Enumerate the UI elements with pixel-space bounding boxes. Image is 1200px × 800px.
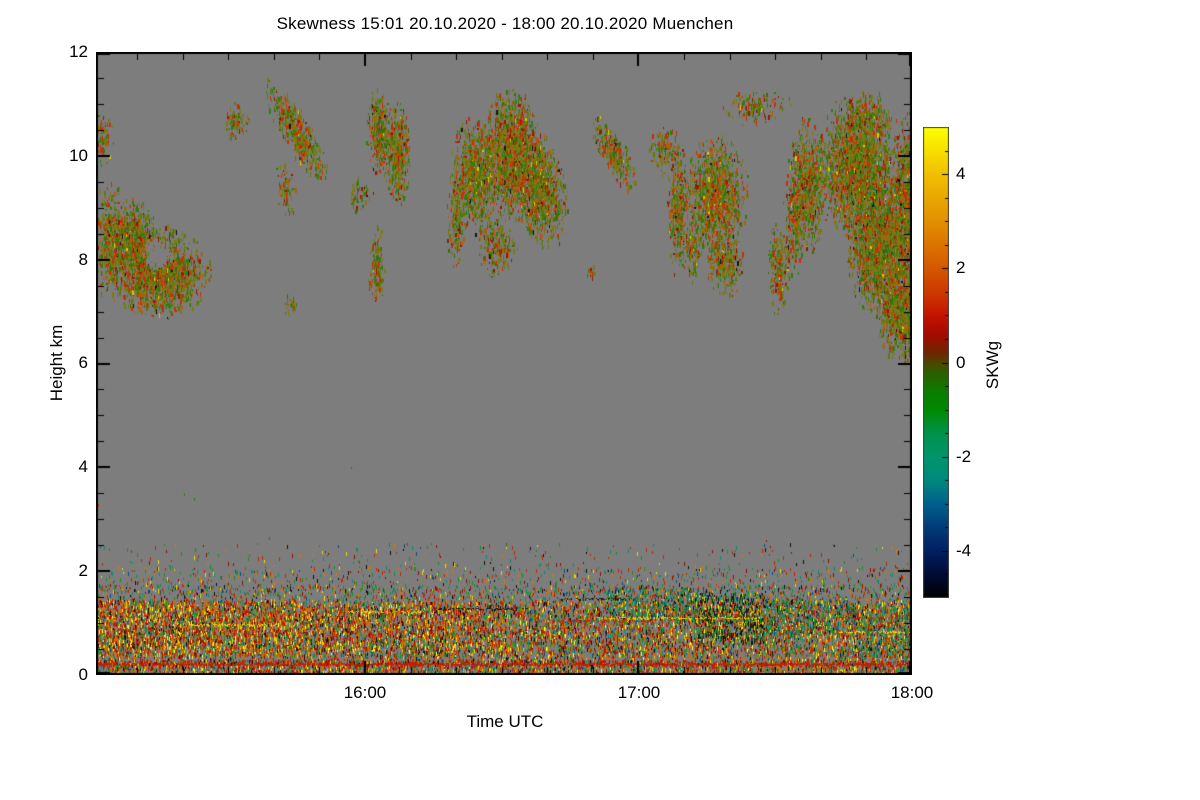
x-tick-label-1600: 16:00 [343,683,387,702]
colorbar-tick-label-4: 4 [956,164,966,183]
x-axis-label: Time UTC [466,712,544,731]
y-tick-label-10: 10 [69,146,88,165]
colorbar-tick-label-m4: -4 [956,541,972,560]
colorbar-title: SKWg [983,340,1002,390]
y-tick-label-12: 12 [69,42,88,61]
y-tick-label-0: 0 [78,665,88,684]
x-tick-label-1800: 18:00 [890,683,934,702]
colorbar-canvas [923,127,949,598]
colorbar-tick-label-m2: -2 [956,447,972,466]
y-tick-label-4: 4 [78,457,88,476]
y-tick-label-2: 2 [78,561,88,580]
plot-title: Skewness 15:01 20.10.2020 - 18:00 20.10.… [276,14,734,33]
y-tick-label-8: 8 [78,250,88,269]
colorbar-tick-label-2: 2 [956,258,966,277]
y-tick-label-6: 6 [78,353,88,372]
colorbar-tick-label-0: 0 [956,353,966,372]
x-tick-label-1700: 17:00 [617,683,661,702]
heatmap-canvas [96,52,912,675]
